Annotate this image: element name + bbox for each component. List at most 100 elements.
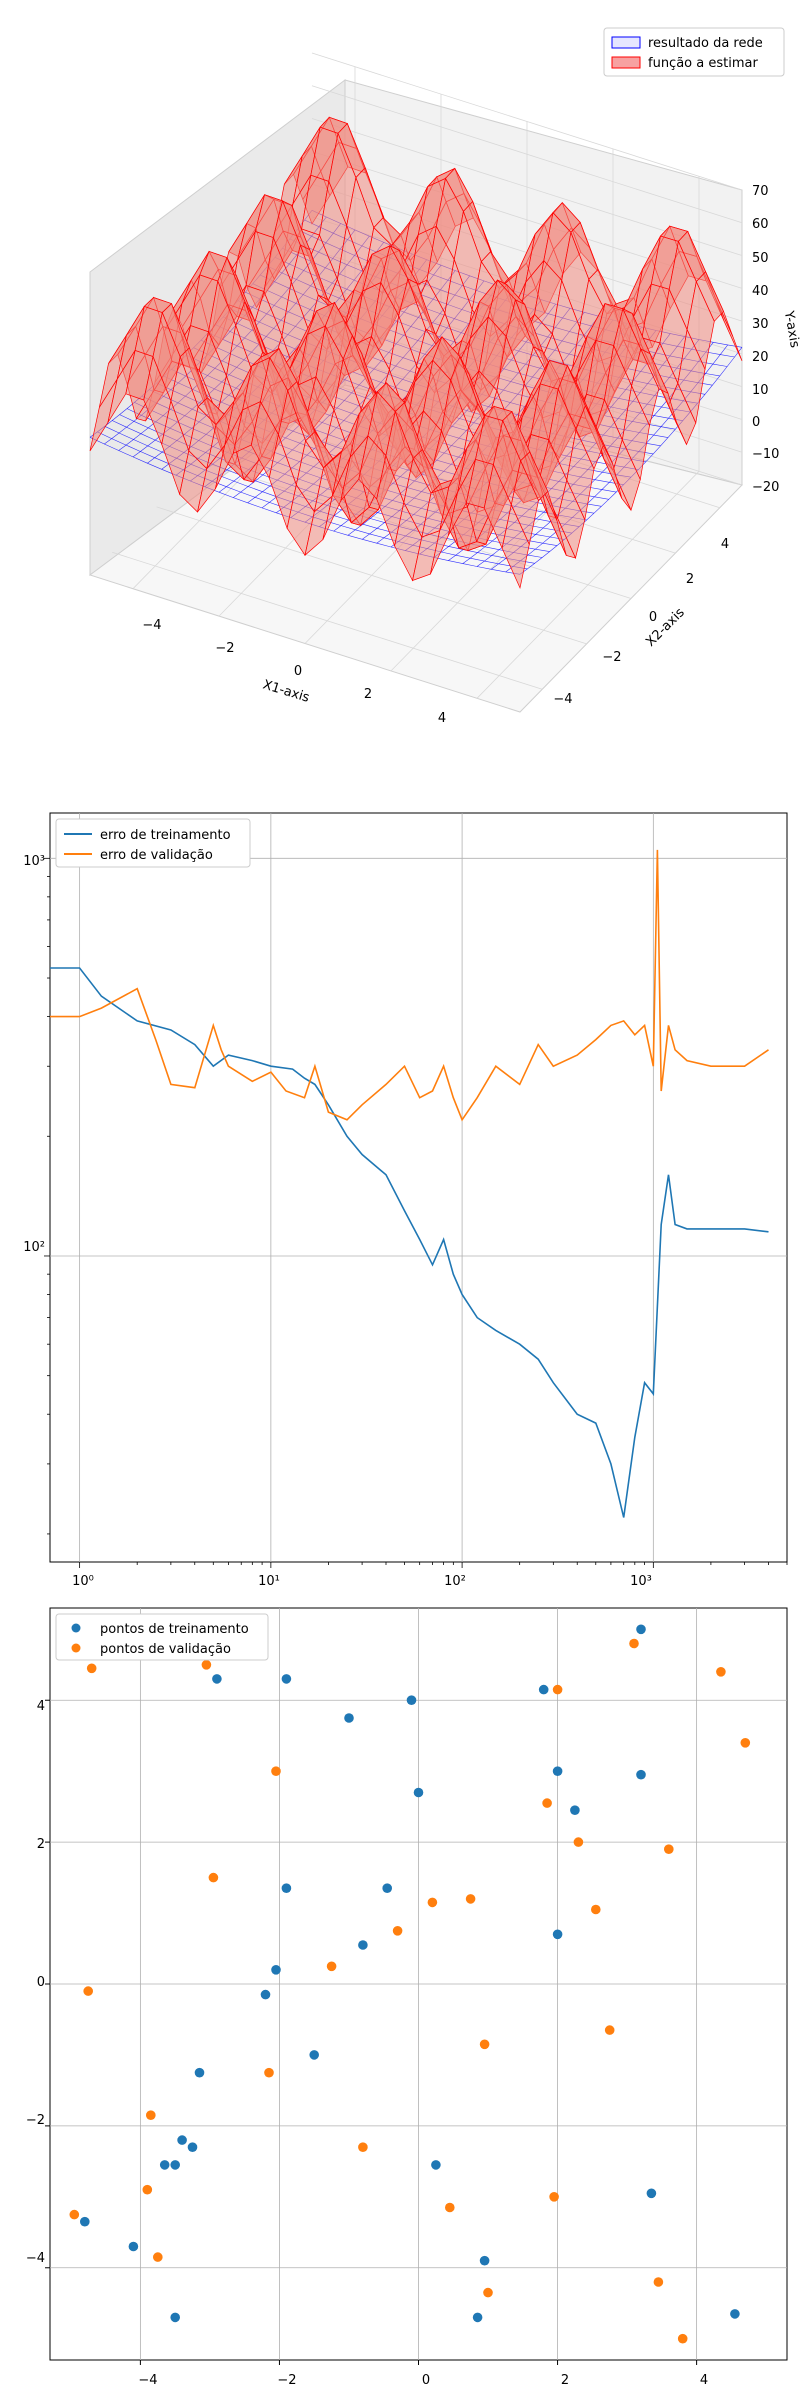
z-tick-label: −20 bbox=[752, 480, 779, 495]
training-point bbox=[358, 1940, 368, 1950]
training-point bbox=[382, 1883, 393, 1893]
x-tick-label: −4 bbox=[138, 2373, 157, 2388]
x1-tick-label: −2 bbox=[215, 641, 234, 656]
surface-legend: resultado da rede função a estimar bbox=[603, 27, 785, 77]
validation-point bbox=[604, 2025, 615, 2035]
training-point bbox=[552, 1929, 563, 1940]
training-point bbox=[281, 1883, 292, 1893]
target-surface-facet bbox=[501, 503, 530, 590]
validation-point bbox=[358, 2142, 368, 2152]
legend-label-target: função a estimar bbox=[648, 56, 758, 71]
training-point bbox=[128, 2241, 139, 2252]
training-point bbox=[730, 2309, 740, 2319]
training-point bbox=[194, 2067, 205, 2078]
legend-label-validation-points: pontos de validação bbox=[100, 1642, 231, 1657]
training-point bbox=[80, 2216, 90, 2227]
validation-point bbox=[653, 2277, 664, 2287]
x2-tick-label: 4 bbox=[721, 537, 729, 552]
y-tick-label: 10² bbox=[23, 1240, 45, 1255]
scatter-legend: pontos de treinamento pontos de validaçã… bbox=[55, 1613, 269, 1661]
validation-point bbox=[146, 2110, 156, 2120]
training-point bbox=[431, 2160, 441, 2170]
legend-label-training: erro de treinamento bbox=[100, 828, 231, 843]
training-point bbox=[570, 1805, 580, 1815]
x2-tick-label: 0 bbox=[649, 610, 657, 625]
x2-tick-label: −2 bbox=[602, 650, 621, 665]
y-axis-label: Y-axis bbox=[781, 309, 800, 349]
training-point bbox=[538, 1684, 549, 1695]
x1-tick-label: −4 bbox=[142, 618, 161, 633]
z-tick-label: 0 bbox=[752, 415, 760, 430]
training-point bbox=[344, 1713, 354, 1723]
validation-point bbox=[677, 2333, 688, 2344]
y-tick-label: 0 bbox=[37, 1975, 45, 1990]
y-tick-label: 10³ bbox=[23, 854, 45, 869]
validation-point bbox=[445, 2202, 455, 2213]
training-point bbox=[177, 2135, 187, 2145]
validation-error-line bbox=[50, 849, 769, 1122]
training-point bbox=[406, 1695, 417, 1705]
training-point bbox=[413, 1787, 424, 1798]
training-point bbox=[212, 1674, 222, 1684]
surface-3d-chart: −4 −2 0 2 4 X1-axis −4 −2 0 2 4 X2-axis … bbox=[88, 27, 800, 726]
scatter-tick-labels: −4 −2 0 2 4 −4 −2 0 2 4 bbox=[26, 1699, 708, 2388]
validation-point bbox=[264, 2067, 274, 2078]
z-tick-label: 10 bbox=[752, 383, 769, 398]
loss-tick-labels: 10⁰ 10¹ 10² 10³ 10² 10³ bbox=[23, 854, 652, 1589]
training-point bbox=[552, 1766, 563, 1776]
x-tick-label: 10² bbox=[444, 1574, 466, 1589]
validation-point bbox=[83, 1986, 93, 1996]
loss-legend: erro de treinamento erro de validação bbox=[55, 818, 251, 868]
validation-point bbox=[552, 1684, 563, 1695]
validation-point bbox=[208, 1872, 219, 1883]
x-tick-label: −2 bbox=[277, 2373, 296, 2388]
x2-axis-ticks: −4 −2 0 2 4 bbox=[553, 537, 729, 707]
training-point bbox=[646, 2188, 657, 2199]
pane-gridline bbox=[476, 471, 700, 699]
x1-tick-label: 4 bbox=[438, 711, 446, 726]
validation-point bbox=[392, 1926, 403, 1936]
target-function-surface bbox=[89, 116, 743, 590]
pane-gridline bbox=[311, 85, 743, 224]
z-tick-label: 20 bbox=[752, 350, 769, 365]
z-tick-label: 50 bbox=[752, 251, 769, 266]
training-point bbox=[472, 2312, 483, 2323]
loss-minor-ticks bbox=[44, 857, 788, 1568]
legend-swatch-target bbox=[611, 56, 641, 69]
validation-point bbox=[549, 2192, 559, 2202]
x1-tick-label: 2 bbox=[364, 687, 372, 702]
x2-tick-label: −4 bbox=[553, 692, 572, 707]
validation-point bbox=[427, 1897, 438, 1908]
validation-point bbox=[542, 1798, 552, 1808]
training-point bbox=[159, 2160, 170, 2170]
x-tick-label: 4 bbox=[700, 2373, 708, 2388]
training-point bbox=[170, 2160, 180, 2170]
validation-point bbox=[483, 2287, 493, 2298]
validation-point bbox=[664, 1844, 674, 1854]
validation-point bbox=[479, 2039, 490, 2050]
legend-swatch-network bbox=[611, 36, 641, 49]
x-tick-label: 10¹ bbox=[258, 1574, 280, 1589]
training-point bbox=[309, 2050, 320, 2060]
training-point bbox=[281, 1674, 292, 1684]
z-tick-label: 30 bbox=[752, 317, 769, 332]
z-tick-label: 70 bbox=[752, 184, 769, 199]
z-tick-label: −10 bbox=[752, 447, 779, 462]
loss-plot-area bbox=[49, 812, 788, 1563]
y-tick-label: 2 bbox=[37, 1837, 45, 1852]
x1-axis-ticks: −4 −2 0 2 4 bbox=[142, 618, 446, 726]
training-error-line bbox=[50, 967, 769, 1518]
training-point bbox=[479, 2255, 490, 2266]
training-point bbox=[170, 2312, 180, 2323]
scatter-points bbox=[69, 1624, 751, 2344]
training-point bbox=[187, 2142, 198, 2152]
x-tick-label: 10⁰ bbox=[72, 1574, 94, 1589]
validation-point bbox=[591, 1904, 601, 1915]
x1-tick-label: 0 bbox=[294, 664, 302, 679]
validation-point bbox=[86, 1663, 97, 1674]
pane-gridline bbox=[311, 52, 743, 191]
y-tick-label: 4 bbox=[37, 1699, 45, 1714]
z-tick-label: 40 bbox=[752, 284, 769, 299]
z-tick-label: 60 bbox=[752, 217, 769, 232]
